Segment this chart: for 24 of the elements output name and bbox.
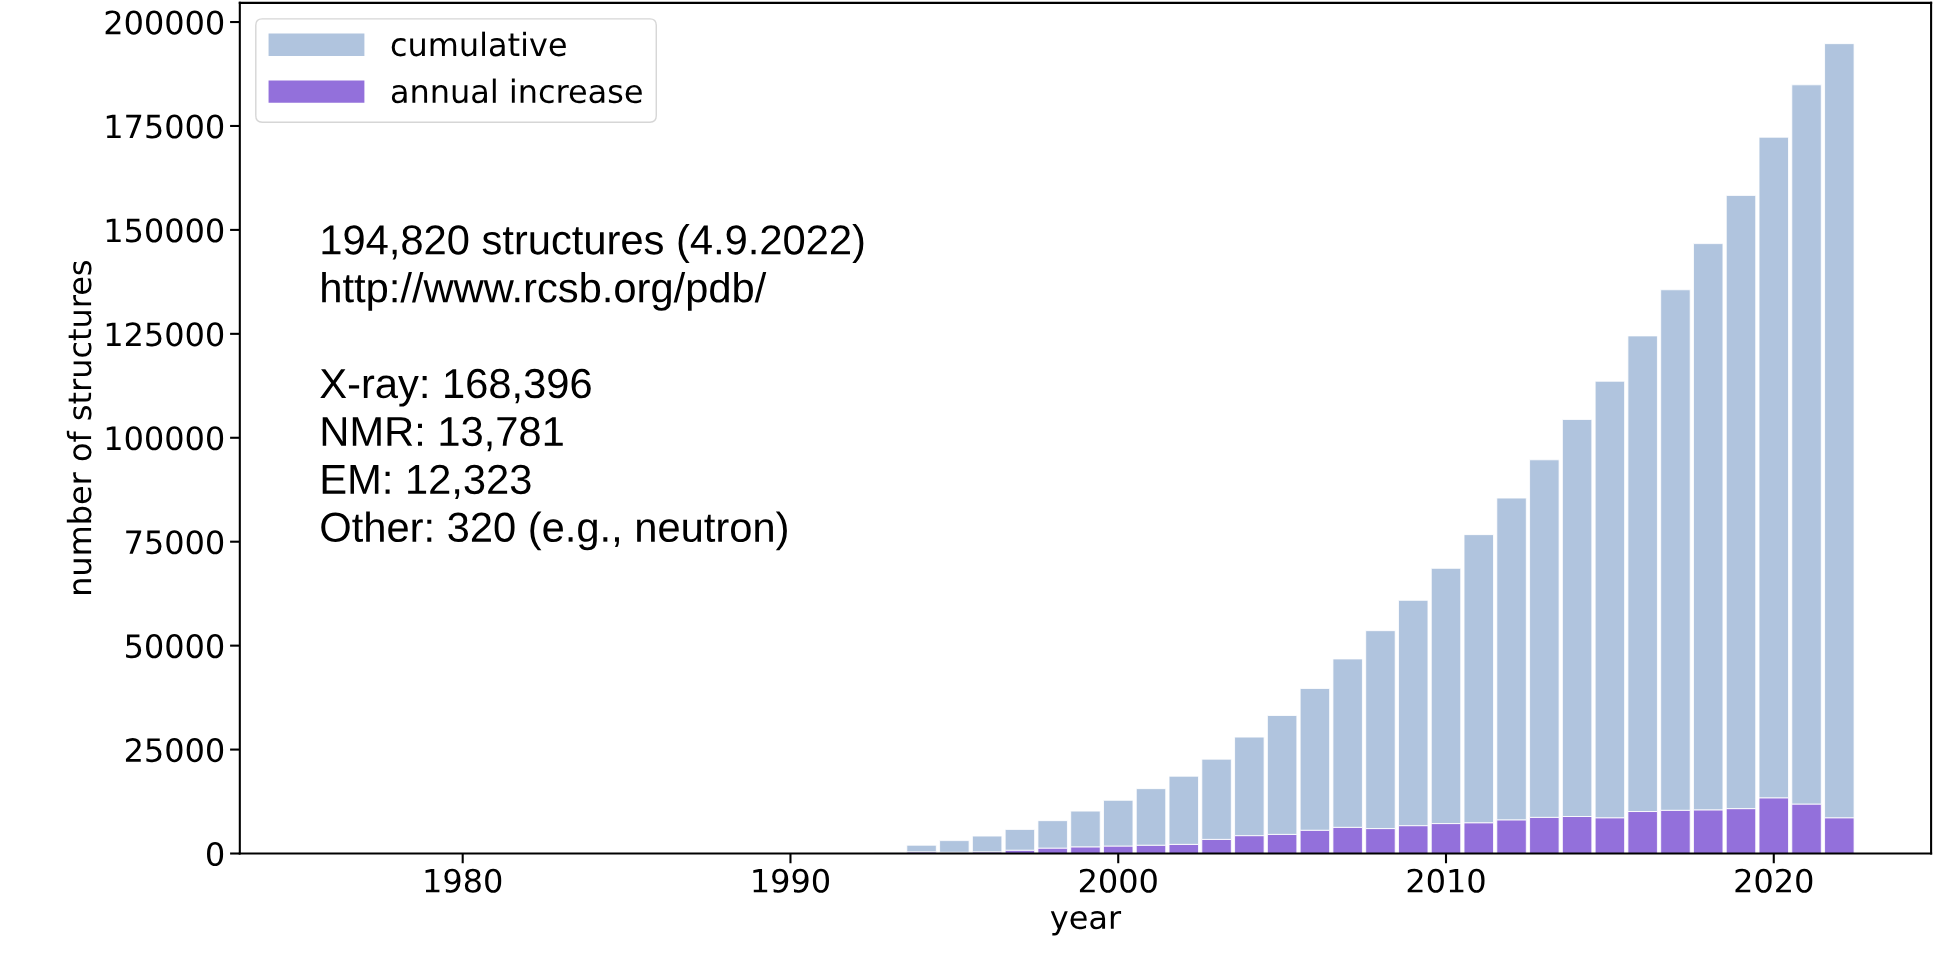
x-tick-label: 1980 [425, 868, 502, 893]
x-tick-label: 1990 [753, 868, 829, 893]
annotation: Other: 320 (e.g., neutron) [321, 511, 787, 551]
y-tick-label: 100000 [106, 426, 224, 451]
x-tick-label: 2000 [1079, 868, 1157, 893]
y-tick-label: 0 [207, 841, 224, 867]
x-tick-label: 2010 [1407, 868, 1485, 893]
legend-label: cumulative [391, 31, 566, 57]
annotation: X-ray: 168,396 [320, 368, 591, 407]
y-tick-label: 175000 [106, 114, 224, 139]
annotation: NMR: 13,781 [322, 416, 563, 452]
legend-label: annual increase [391, 78, 642, 104]
x-tick-label: 2020 [1735, 868, 1813, 893]
y-tick-label: 125000 [106, 322, 224, 347]
y-tick-label: 200000 [105, 10, 224, 35]
y-tick-label: 75000 [126, 530, 224, 555]
y-tick-label: 25000 [125, 738, 224, 763]
y-axis-title: number of structures [66, 261, 92, 594]
y-tick-label: 150000 [106, 218, 224, 243]
y-tick-label: 50000 [126, 634, 224, 659]
annotation: EM: 12,323 [322, 464, 531, 500]
annotation: http://www.rcsb.org/pdb/ [322, 271, 767, 311]
annotation: 194,820 structures (4.9.2022) [322, 224, 864, 263]
x-axis-title: year [1050, 910, 1122, 936]
